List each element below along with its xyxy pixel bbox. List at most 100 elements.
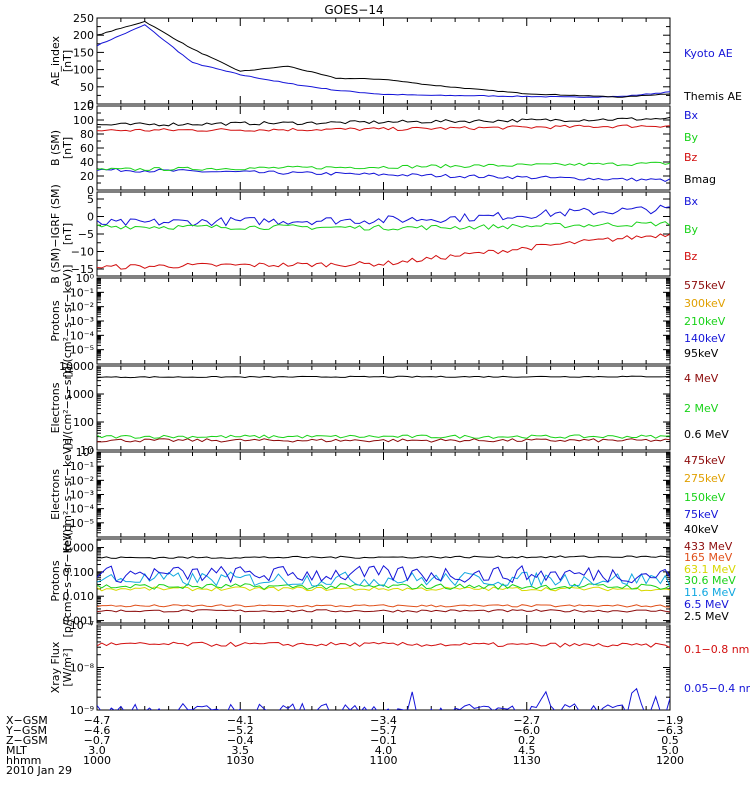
panel-frame (96, 105, 671, 191)
series-line (97, 565, 670, 584)
time-value: 1130 (513, 754, 541, 767)
y-tick-label: 10⁰ (76, 446, 95, 459)
series-line (97, 20, 670, 98)
legend-entry: 11.6 MeV (684, 586, 736, 599)
time-row-label: Z−GSM (6, 734, 48, 747)
legend-entry: Bx (684, 195, 699, 208)
series-line (97, 233, 670, 270)
legend-entry: 165 MeV (684, 551, 733, 564)
y-axis-label: Electrons (49, 469, 62, 520)
y-ticks (96, 105, 671, 191)
y-tick-label: 10⁻² (70, 474, 94, 487)
figure-title: GOES−14 (324, 3, 383, 17)
legend-entry: 6.5 MeV (684, 598, 729, 611)
legend-entry: 0.6 MeV (684, 428, 729, 441)
legend-entry: Bx (684, 109, 699, 122)
series-line (97, 583, 670, 591)
legend-entry: 150keV (684, 491, 726, 504)
y-tick-label: 0 (87, 98, 94, 111)
time-value: −0.4 (227, 734, 254, 747)
series-line (97, 571, 670, 588)
legend-entry: 210keV (684, 315, 726, 328)
time-value: −5.2 (227, 724, 254, 737)
time-value: 5.0 (661, 744, 679, 757)
y-tick-label: 150 (73, 46, 94, 59)
legend-entry: 475keV (684, 454, 726, 467)
y-ticks (96, 539, 671, 624)
y-tick-label: 10⁻⁴ (70, 503, 95, 516)
y-axis-unit: [W/m²] (61, 648, 74, 686)
series-line (97, 24, 670, 98)
legend-entry: 575keV (684, 279, 726, 292)
y-axis-unit: [nT] (61, 223, 74, 245)
panel-frame (96, 17, 671, 105)
y-axis-label: B (SM) (49, 130, 62, 166)
legend-entry: 4 MeV (684, 372, 719, 385)
time-value: 4.5 (518, 744, 536, 757)
y-tick-label: 5 (87, 193, 94, 206)
time-value: −4.6 (84, 724, 111, 737)
y-tick-label: 1000 (66, 388, 94, 401)
series-line (97, 641, 670, 648)
time-value: 0.2 (518, 734, 536, 747)
y-ticks (96, 451, 671, 537)
y-tick-label: −5 (78, 228, 94, 241)
y-axis-label: Protons (49, 300, 62, 341)
y-tick-label: 10 (80, 444, 94, 457)
time-value: −4.7 (84, 714, 111, 727)
y-ticks (96, 365, 671, 451)
legend-entry: 40keV (684, 523, 719, 536)
legend-entry: Kyoto AE (684, 47, 733, 60)
y-ticks (96, 277, 671, 364)
y-tick-label: 100 (73, 64, 94, 77)
time-value: −4.1 (227, 714, 254, 727)
legend-entry: 2.5 MeV (684, 610, 729, 623)
y-axis-label: Protons (49, 560, 62, 601)
time-row-label: 2010 Jan 29 (6, 764, 72, 777)
y-axis-unit: [nT] (61, 137, 74, 159)
y-tick-label: 10⁻³ (70, 315, 94, 328)
y-tick-label: 0 (87, 211, 94, 224)
series-line (97, 434, 670, 439)
y-tick-label: −15 (71, 263, 94, 276)
series-line (97, 687, 670, 710)
y-tick-label: 120 (73, 100, 94, 113)
y-tick-label: 10⁻⁵ (70, 517, 94, 530)
y-tick-label: 0.001 (63, 615, 95, 628)
legend-entry: 275keV (684, 472, 726, 485)
time-value: 1100 (370, 754, 398, 767)
series-lines (97, 641, 670, 710)
y-axis-label: AE_index (49, 35, 62, 86)
y-tick-label: 10⁻⁷ (70, 619, 94, 632)
legend-entry: Bz (684, 151, 698, 164)
y-tick-label: −10 (71, 246, 94, 259)
y-axis-label: B (SM)−IGRF (SM) (49, 184, 62, 284)
series-lines (97, 204, 670, 270)
y-ticks (96, 192, 671, 276)
panel-frame (96, 277, 671, 365)
time-value: 1000 (83, 754, 111, 767)
panel-6: 10⁻⁵10⁻⁴10⁻³ 10⁻²10⁻¹10⁰ Electrons [e/(cm²−… (49, 438, 726, 551)
time-value: 4.0 (375, 744, 393, 757)
series-line (97, 167, 670, 182)
legend-entry: 95keV (684, 347, 719, 360)
legend-entry: 2 MeV (684, 402, 719, 415)
series-line (97, 116, 670, 127)
y-tick-label: 10⁻⁴ (70, 329, 95, 342)
series-line (97, 586, 670, 592)
panel-frame (96, 624, 671, 711)
series-line (97, 161, 670, 172)
y-tick-label: 10⁻³ (70, 489, 94, 502)
y-tick-label: 10⁻² (70, 301, 94, 314)
y-tick-label: 100 (73, 416, 94, 429)
y-axis-unit: [e/(cm²−s−sr−keV)] (61, 438, 74, 551)
time-row-label: MLT (6, 744, 27, 757)
y-axis-unit: [p/(cm²−s−sr−keV)] (61, 265, 74, 378)
y-tick-label: 0.100 (63, 566, 95, 579)
series-lines (97, 375, 670, 443)
legend-entry: 30.6 MeV (684, 574, 736, 587)
series-line (97, 124, 670, 132)
